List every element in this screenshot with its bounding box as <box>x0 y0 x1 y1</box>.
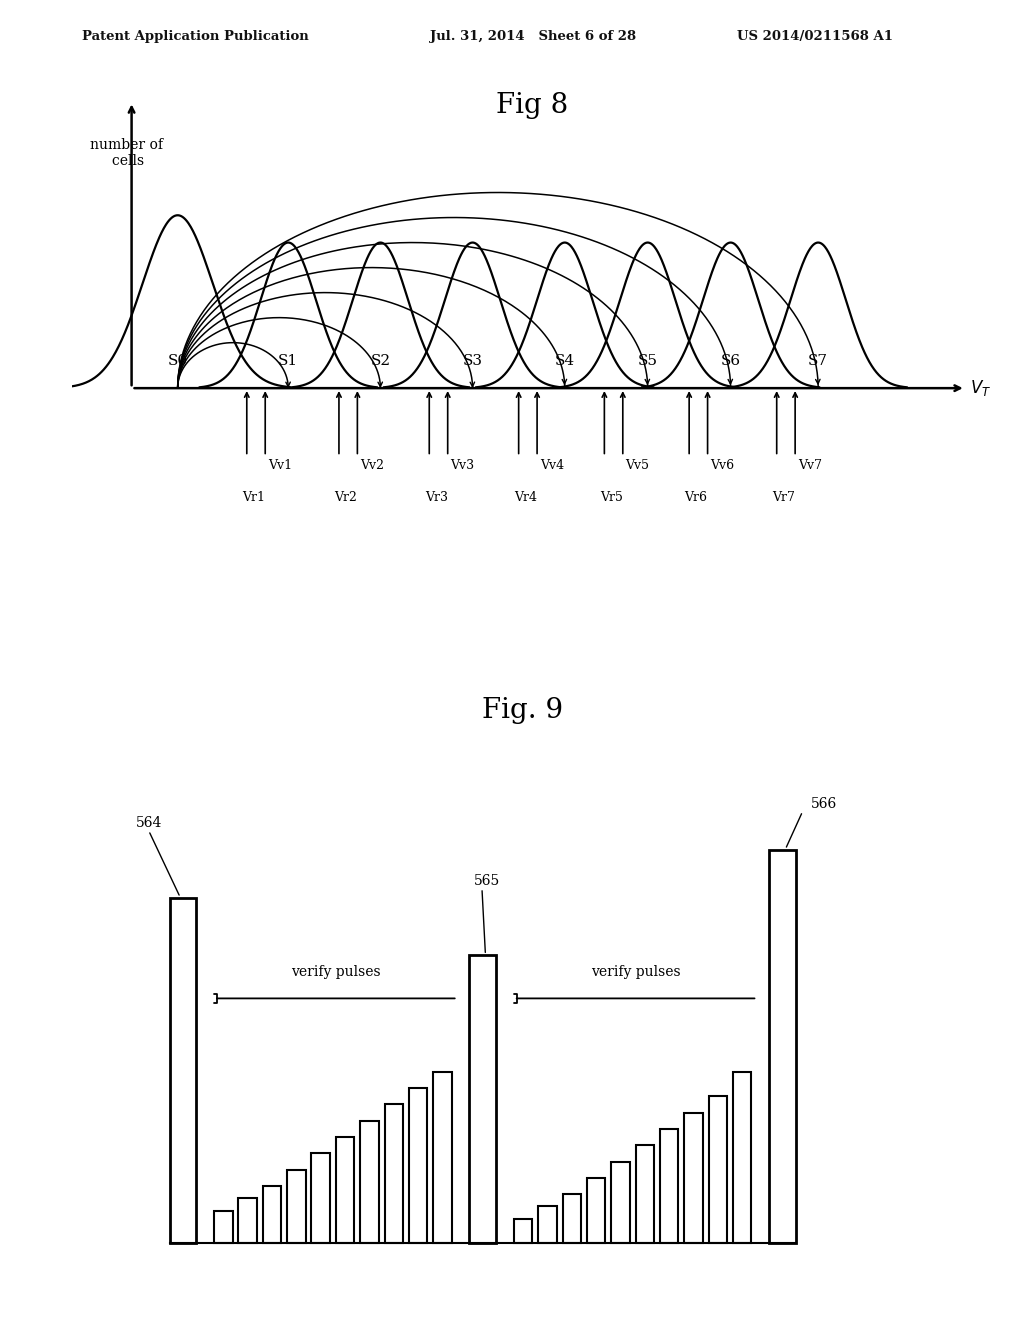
Text: S7: S7 <box>808 354 828 368</box>
Bar <box>360 1121 379 1243</box>
Bar <box>611 1162 630 1243</box>
Text: Vv7: Vv7 <box>798 458 822 471</box>
Text: Vr2: Vr2 <box>334 491 357 503</box>
Bar <box>709 1097 727 1243</box>
Bar <box>287 1170 305 1243</box>
Bar <box>733 1072 752 1243</box>
Bar <box>433 1072 452 1243</box>
Bar <box>385 1105 403 1243</box>
Bar <box>263 1187 282 1243</box>
Text: Fig. 9: Fig. 9 <box>481 697 563 723</box>
Text: Vr5: Vr5 <box>600 491 623 503</box>
Bar <box>636 1146 654 1243</box>
Text: S6: S6 <box>721 354 740 368</box>
Text: Patent Application Publication: Patent Application Publication <box>82 30 308 44</box>
Text: Vv2: Vv2 <box>360 458 384 471</box>
Text: S3: S3 <box>463 354 482 368</box>
Bar <box>239 1199 257 1243</box>
Text: Vv5: Vv5 <box>626 458 649 471</box>
Text: Vv4: Vv4 <box>540 458 564 471</box>
Text: Vv3: Vv3 <box>451 458 474 471</box>
Text: Vr3: Vr3 <box>425 491 447 503</box>
Bar <box>514 1218 532 1243</box>
Bar <box>769 850 796 1243</box>
Bar <box>409 1088 427 1243</box>
Text: Vr7: Vr7 <box>772 491 795 503</box>
Text: $V_T$: $V_T$ <box>971 378 991 399</box>
Text: S5: S5 <box>638 354 657 368</box>
Text: Vv1: Vv1 <box>268 458 292 471</box>
Bar <box>311 1154 330 1243</box>
Bar <box>587 1177 605 1243</box>
Bar <box>214 1210 232 1243</box>
Text: Vr6: Vr6 <box>684 491 708 503</box>
Text: S0: S0 <box>168 354 187 368</box>
Text: verify pulses: verify pulses <box>291 965 381 979</box>
Bar <box>170 898 197 1243</box>
Text: S2: S2 <box>371 354 390 368</box>
Text: 566: 566 <box>811 797 838 812</box>
Text: 564: 564 <box>136 816 163 830</box>
Text: Vr1: Vr1 <box>242 491 265 503</box>
Bar <box>469 956 497 1243</box>
Text: S4: S4 <box>555 354 574 368</box>
Text: verify pulses: verify pulses <box>591 965 680 979</box>
Text: 565: 565 <box>473 874 500 888</box>
Text: Vv6: Vv6 <box>711 458 734 471</box>
Bar <box>659 1129 679 1243</box>
Bar <box>562 1195 581 1243</box>
Text: Vr4: Vr4 <box>514 491 537 503</box>
Bar <box>336 1137 354 1243</box>
Text: number of
     cells: number of cells <box>90 137 163 168</box>
Text: US 2014/0211568 A1: US 2014/0211568 A1 <box>737 30 893 44</box>
Text: Jul. 31, 2014   Sheet 6 of 28: Jul. 31, 2014 Sheet 6 of 28 <box>430 30 636 44</box>
Bar <box>684 1113 702 1243</box>
Text: S1: S1 <box>279 354 298 368</box>
Bar <box>539 1206 557 1243</box>
Text: Fig 8: Fig 8 <box>497 92 568 119</box>
